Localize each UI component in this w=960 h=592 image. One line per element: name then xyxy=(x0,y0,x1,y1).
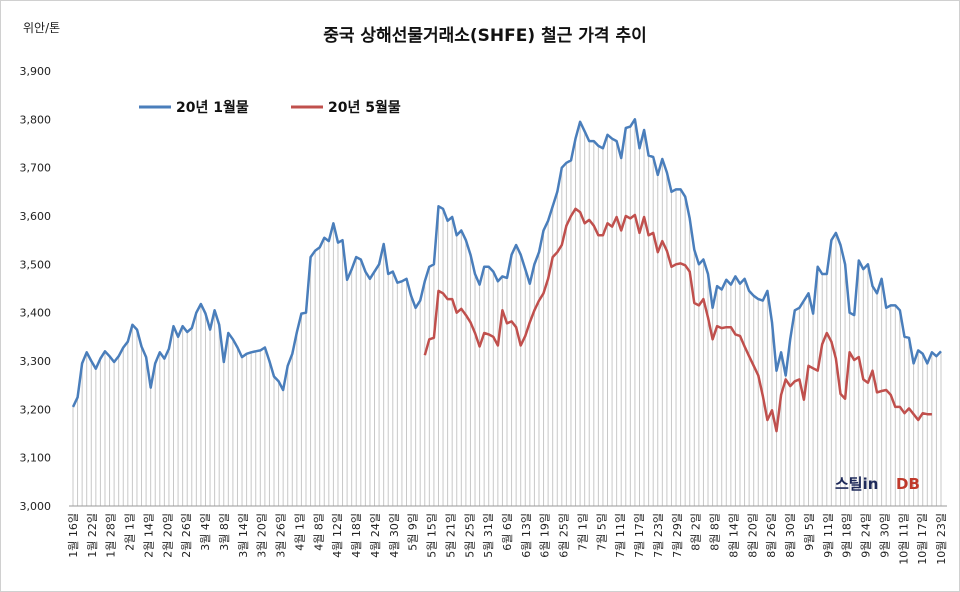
y-tick-label: 3,700 xyxy=(20,162,52,175)
x-tick-label: 1월 16일 xyxy=(66,513,80,558)
x-tick-label: 9월 30일 xyxy=(877,513,891,558)
y-axis-ticks: 3,000 3,100 3,200 3,300 3,400 3,500 3,600 3,700… xyxy=(20,65,52,513)
logo-suffix: DB xyxy=(896,475,920,493)
x-tick-label: 6월 6일 xyxy=(500,513,514,551)
y-tick-label: 3,100 xyxy=(20,452,52,465)
y-tick-label: 3,300 xyxy=(20,355,52,368)
x-tick-label: 1월 22일 xyxy=(85,513,99,558)
x-tick-label: 7월 11일 xyxy=(613,513,627,558)
x-tick-label: 2월 26일 xyxy=(179,513,193,558)
x-tick-label: 2월 20일 xyxy=(160,513,174,558)
legend-label-series-1: 20년 1월물 xyxy=(176,99,249,116)
x-tick-label: 7월 17일 xyxy=(632,513,646,558)
x-tick-label: 4월 1일 xyxy=(292,513,306,551)
x-tick-label: 4월 12일 xyxy=(330,513,344,558)
series-lines xyxy=(71,118,942,433)
x-tick-label: 4월 24일 xyxy=(368,513,382,558)
x-tick-label: 5월 21일 xyxy=(443,513,457,558)
x-tick-label: 8월 2일 xyxy=(689,513,703,551)
x-tick-label: 9월 24일 xyxy=(859,513,873,558)
x-tick-label: 8월 8일 xyxy=(708,513,722,551)
x-tick-label: 8월 26일 xyxy=(764,513,778,558)
series-line-1 xyxy=(71,118,942,408)
logo-text: 스틸in xyxy=(835,475,878,493)
x-tick-label: 10월 11일 xyxy=(896,513,910,565)
x-tick-label: 5월 25일 xyxy=(462,513,476,558)
x-tick-label: 10월 23일 xyxy=(934,513,948,565)
y-tick-label: 3,800 xyxy=(20,113,52,126)
x-tick-label: 3월 20일 xyxy=(255,513,269,558)
x-tick-label: 3월 26일 xyxy=(274,513,288,558)
x-tick-label: 8월 20일 xyxy=(745,513,759,558)
x-tick-label: 5월 15일 xyxy=(425,513,439,558)
x-tick-label: 9월 5일 xyxy=(802,513,816,551)
chart-title: 중국 상해선물거래소(SHFE) 철근 가격 추이 xyxy=(323,26,647,46)
y-tick-label: 3,900 xyxy=(20,65,52,78)
x-tick-label: 6월 13일 xyxy=(519,513,533,558)
x-tick-label: 3월 14일 xyxy=(236,513,250,558)
x-tick-label: 5월 9일 xyxy=(406,513,420,551)
legend-label-series-2: 20년 5월물 xyxy=(328,99,401,116)
x-tick-label: 3월 4일 xyxy=(198,513,212,551)
x-tick-label: 7월 23일 xyxy=(651,513,665,558)
x-tick-label: 7월 29일 xyxy=(670,513,684,558)
x-axis-ticks: 1월 16일 1월 22일 1월 28일 2월 1일 2월 14일 2월 20일 2월 26… xyxy=(66,513,948,565)
x-tick-label: 8월 14일 xyxy=(726,513,740,558)
y-tick-label: 3,200 xyxy=(20,403,52,416)
vertical-grid xyxy=(72,119,942,506)
x-tick-label: 7월 1일 xyxy=(576,513,590,551)
x-tick-label: 10월 17일 xyxy=(915,513,929,565)
steelin-db-logo: 스틸in DB xyxy=(835,475,920,493)
y-tick-label: 3,400 xyxy=(20,307,52,320)
x-tick-label: 1월 28일 xyxy=(104,513,118,558)
y-tick-label: 3,500 xyxy=(20,258,52,271)
x-tick-label: 9월 18일 xyxy=(840,513,854,558)
x-tick-label: 8월 30일 xyxy=(783,513,797,558)
x-tick-label: 9월 11일 xyxy=(821,513,835,558)
legend: 20년 1월물 20년 5월물 xyxy=(139,99,401,116)
x-tick-label: 6월 25일 xyxy=(557,513,571,558)
x-tick-label: 3월 8일 xyxy=(217,513,231,551)
y-axis-unit: 위안/톤 xyxy=(23,21,60,35)
y-tick-label: 3,600 xyxy=(20,210,52,223)
x-tick-label: 4월 8일 xyxy=(311,513,325,551)
x-tick-label: 2월 1일 xyxy=(123,513,137,551)
x-tick-label: 2월 14일 xyxy=(142,513,156,558)
y-tick-label: 3,000 xyxy=(20,500,52,513)
x-tick-label: 6월 19일 xyxy=(538,513,552,558)
x-tick-label: 4월 18일 xyxy=(349,513,363,558)
x-tick-label: 5월 31일 xyxy=(481,513,495,558)
x-tick-label: 4월 30일 xyxy=(387,513,401,558)
series-line-2 xyxy=(423,207,932,433)
x-tick-label: 7월 5일 xyxy=(594,513,608,551)
